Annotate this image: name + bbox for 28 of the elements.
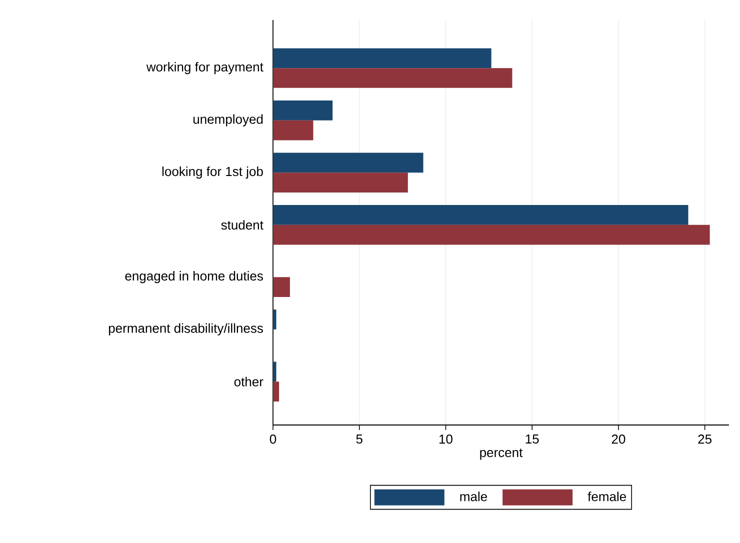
- x-tick-label: 20: [612, 434, 626, 444]
- bar: [272, 172, 408, 192]
- y-tick-label: engaged in home duties: [125, 271, 263, 284]
- y-tick-label: looking for 1st job: [162, 166, 263, 179]
- bar: [272, 120, 314, 140]
- x-tick-label: 25: [698, 434, 712, 444]
- text: male: [460, 492, 487, 502]
- bar: [272, 362, 276, 382]
- bar: [272, 100, 333, 120]
- bar: [272, 382, 280, 402]
- bar: [272, 204, 688, 225]
- bar: [272, 224, 710, 245]
- text: female: [588, 492, 626, 502]
- y-tick-label: unemployed: [193, 114, 263, 126]
- y-tick-label: other: [234, 376, 264, 386]
- y-tick-label: permanent disability/illness: [108, 323, 263, 336]
- y-tick-label: working for payment: [146, 62, 264, 74]
- x-tick-label: 15: [526, 434, 539, 444]
- x-axis-title: percent: [480, 448, 523, 460]
- y-tick-label: student: [221, 220, 264, 230]
- bar: [272, 152, 424, 173]
- bar: [272, 310, 276, 330]
- x-tick-label: 10: [439, 434, 452, 444]
- bar: [272, 68, 512, 88]
- bar: [272, 48, 492, 68]
- x-tick-label: 0: [270, 434, 276, 444]
- bar: [272, 277, 290, 297]
- x-tick-label: 5: [356, 434, 362, 444]
